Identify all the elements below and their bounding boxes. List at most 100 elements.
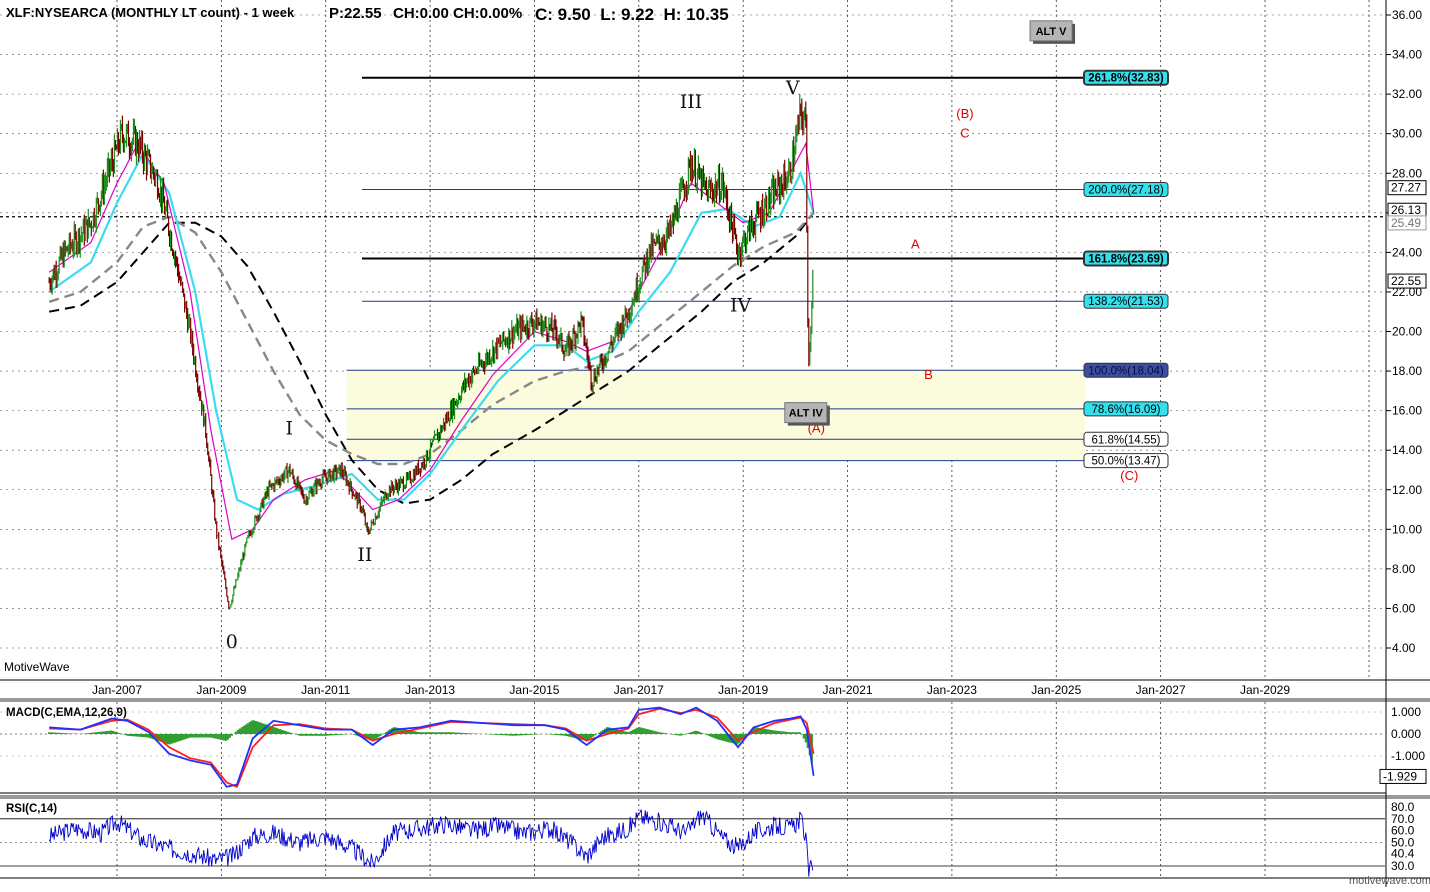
rsi-tick-label: 30.0 (1391, 859, 1415, 873)
wave-label: 0 (226, 631, 238, 653)
rsi-tick-label: 80.0 (1391, 800, 1415, 814)
header-change-pct: CH:0.00% (453, 5, 522, 22)
header-ohlc: C: 9.50 L: 9.22 H: 10.35 (535, 5, 729, 24)
macd-current-marker (1379, 768, 1427, 784)
x-tick-label: Jan-2007 (92, 683, 142, 697)
price-axis-marker (1387, 273, 1427, 289)
wave-label: I (285, 417, 293, 439)
fib-level-tag (1083, 69, 1169, 86)
price-axis-marker-label: 25.49 (1391, 216, 1421, 230)
price-axis-marker (1387, 180, 1427, 196)
fib-level-tag (1083, 431, 1169, 447)
red-wave-label: (C) (1120, 468, 1138, 483)
fib-zone (346, 370, 1086, 461)
fib-level-label: 161.8%(23.69) (1088, 254, 1164, 266)
macd-current-label: -1.929 (1383, 769, 1417, 783)
wave-label: III (680, 91, 703, 113)
macd-line (49, 706, 815, 788)
x-tick-label: Jan-2027 (1136, 683, 1186, 697)
x-tick-label: Jan-2023 (927, 683, 977, 697)
macd-tick-label: -1.000 (1391, 749, 1425, 763)
price-axis-marker (1387, 215, 1427, 231)
rsi-tick-label: 50.0 (1391, 835, 1415, 849)
header-change: CH:0.00 (393, 5, 449, 22)
price-layer (48, 93, 814, 610)
header-symbol: XLF:NYSEARCA (MONTHLY LT count) - 1 week (6, 5, 295, 20)
y-tick-label: 4.00 (1392, 641, 1416, 655)
y-tick-label: 32.00 (1392, 87, 1422, 101)
y-tick-label: 14.00 (1392, 443, 1422, 457)
x-tick-label: Jan-2011 (301, 683, 350, 697)
fib-level-label: 200.0%(27.18) (1088, 184, 1164, 196)
label-box (1029, 20, 1073, 42)
price-axis-marker-label: 27.27 (1391, 181, 1421, 195)
y-tick-label: 6.00 (1392, 601, 1416, 615)
price-axis-marker-label: 22.55 (1391, 274, 1421, 288)
fib-level-tag (1083, 362, 1169, 378)
y-tick-label: 16.00 (1392, 404, 1422, 418)
x-tick-label: Jan-2021 (823, 683, 873, 697)
header-price: P:22.55 (329, 5, 382, 22)
fib-level-tag (1083, 453, 1169, 469)
wave-label: V (785, 77, 800, 99)
fib-level-label: 261.8%(32.83) (1088, 73, 1164, 85)
red-wave-label: (B) (956, 106, 973, 121)
label-box-text: ALT IV (789, 408, 824, 420)
x-tick-label: Jan-2009 (196, 683, 246, 697)
wave-label: II (357, 544, 372, 566)
y-tick-label: 34.00 (1392, 48, 1422, 62)
ema-fast-line (48, 141, 815, 541)
macd-title: MACD(C,EMA,12,26,9) (6, 707, 127, 719)
fib-level-label: 138.2%(21.53) (1088, 296, 1164, 308)
footer-url: motivewave.com (1349, 875, 1430, 887)
rsi-panel: RSI(C,14) 80.070.060.050.040.430.0 (0, 800, 1415, 877)
macd-tick-label: 1.000 (1391, 705, 1421, 719)
x-tick-label: Jan-2017 (614, 683, 664, 697)
y-tick-label: 12.00 (1392, 483, 1422, 497)
x-tick-label: Jan-2013 (405, 683, 455, 697)
fib-layer: 261.8%(32.83) 200.0%(27.18) 161.8%(23.69) 1… (0, 69, 1385, 469)
fib-level-label: 61.8%(14.55) (1091, 434, 1160, 446)
y-tick-label: 8.00 (1392, 562, 1416, 576)
label-box (784, 402, 828, 424)
fib-level-label: 50.0%(13.47) (1091, 456, 1160, 468)
y-tick-label: 28.00 (1392, 166, 1422, 180)
rsi-tick-label: 70.0 (1391, 812, 1415, 826)
y-tick-label: 24.00 (1392, 245, 1422, 259)
y-tick-label: 18.00 (1392, 364, 1422, 378)
panel-divider (0, 795, 1430, 799)
fib-level-label: 100.0%(18.04) (1088, 365, 1164, 377)
macd-panel: MACD(C,EMA,12,26,9) 1.000 0.000 -1.000 -1.92… (0, 705, 1427, 788)
label-box-text: ALT V (1036, 26, 1068, 38)
x-tick-label: Jan-2025 (1031, 683, 1081, 697)
y-tick-label: 10.00 (1392, 522, 1422, 536)
fib-level-tag (1083, 250, 1169, 267)
fib-level-tag (1083, 181, 1169, 197)
rsi-tick-label: 40.4 (1391, 847, 1415, 861)
rsi-tick-label: 60.0 (1391, 824, 1415, 838)
y-tick-label: 30.00 (1392, 127, 1422, 141)
y-tick-label: 20.00 (1392, 325, 1422, 339)
fib-level-tag (1083, 401, 1169, 417)
wave-label: IV (730, 295, 752, 317)
y-tick-label: 36.00 (1392, 8, 1422, 22)
watermark: MotiveWave (4, 660, 70, 674)
grid-layer (0, 0, 1385, 878)
red-wave-label: B (924, 367, 933, 382)
fib-level-label: 78.6%(16.09) (1091, 404, 1160, 416)
red-wave-label: C (960, 126, 969, 141)
price-axis-marker-label: 26.13 (1391, 203, 1421, 217)
x-tick-label: Jan-2019 (718, 683, 768, 697)
rsi-title: RSI(C,14) (6, 803, 57, 815)
red-wave-label: A (911, 236, 920, 251)
panel-divider (0, 698, 1430, 702)
header-bar: XLF:NYSEARCA (MONTHLY LT count) - 1 week… (6, 5, 729, 24)
x-tick-label: Jan-2015 (509, 683, 559, 697)
x-tick-label: Jan-2029 (1240, 683, 1290, 697)
rsi-line (48, 809, 814, 877)
fib-level-tag (1083, 293, 1169, 309)
